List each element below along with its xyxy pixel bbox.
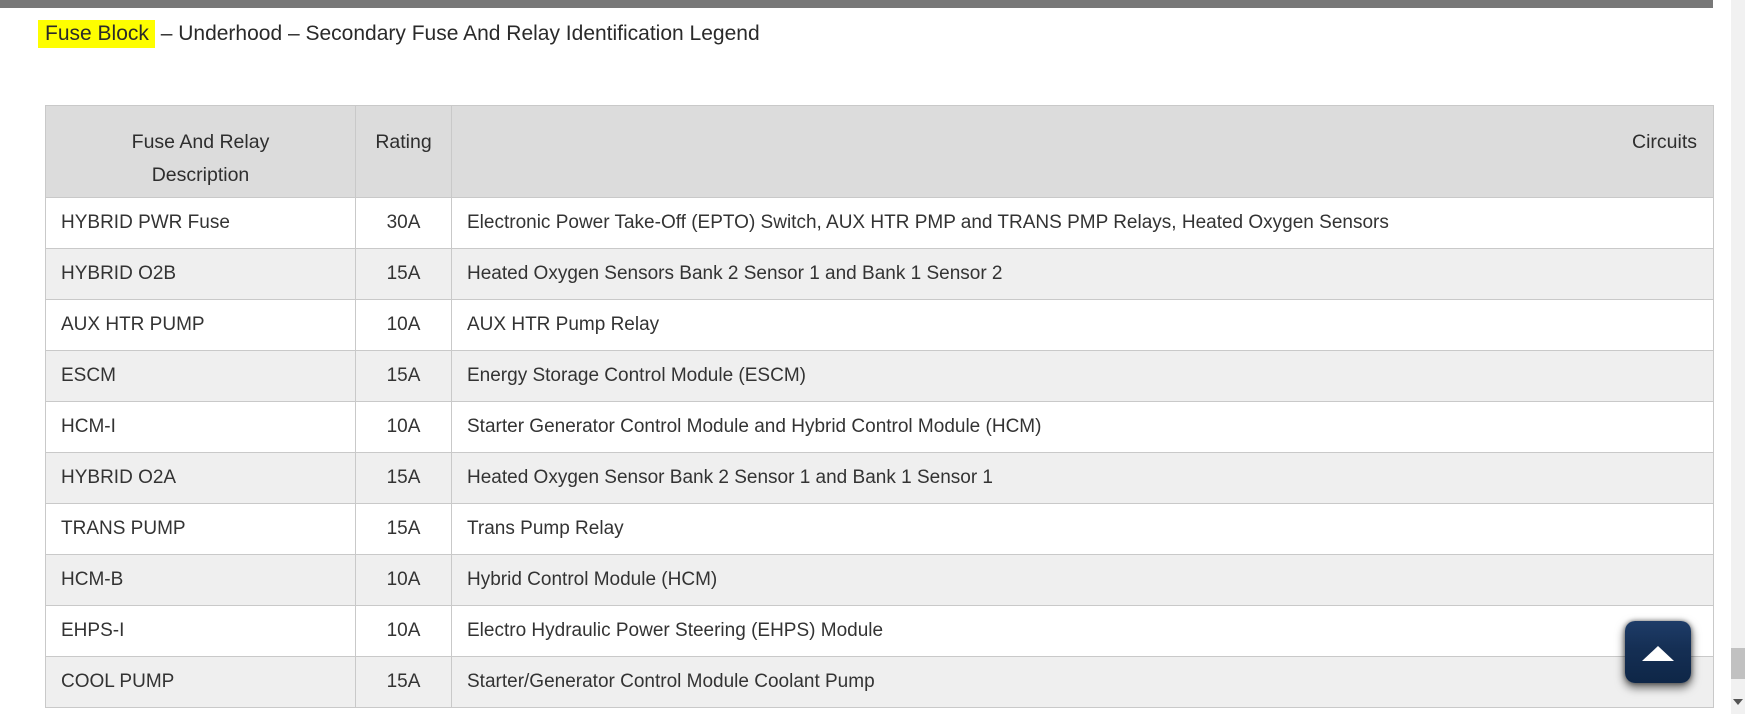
table-row: AUX HTR PUMP 10A AUX HTR Pump Relay xyxy=(45,299,1714,351)
fuse-rating-cell: 10A xyxy=(355,401,452,453)
page-title-rest: – Underhood – Secondary Fuse And Relay I… xyxy=(154,22,760,45)
fuse-rating-cell: 15A xyxy=(355,350,452,402)
fuse-description-cell: EHPS-I xyxy=(45,605,356,657)
fuse-rating-cell: 15A xyxy=(355,248,452,300)
fuse-rating-cell: 10A xyxy=(355,299,452,351)
fuse-circuits-cell: Starter Generator Control Module and Hyb… xyxy=(451,401,1714,453)
fuse-description-cell: COOL PUMP xyxy=(45,656,356,708)
fuse-rating-cell: 10A xyxy=(355,554,452,606)
page-title: Fuse Block – Underhood – Secondary Fuse … xyxy=(38,19,760,48)
fuse-description-cell: HYBRID PWR Fuse xyxy=(45,197,356,249)
fuse-circuits-cell: Energy Storage Control Module (ESCM) xyxy=(451,350,1714,402)
fuse-rating-cell: 10A xyxy=(355,605,452,657)
chevron-up-icon xyxy=(1642,645,1674,661)
fuse-circuits-cell: Hybrid Control Module (HCM) xyxy=(451,554,1714,606)
fuse-circuits-cell: Heated Oxygen Sensor Bank 2 Sensor 1 and… xyxy=(451,452,1714,504)
fuse-description-cell: HCM-I xyxy=(45,401,356,453)
column-header-description-line2: Description xyxy=(151,164,250,186)
table-row: HCM-B 10A Hybrid Control Module (HCM) xyxy=(45,554,1714,606)
top-border-bar xyxy=(0,0,1713,8)
fuse-rating-cell: 15A xyxy=(355,656,452,708)
fuse-description-cell: ESCM xyxy=(45,350,356,402)
column-header-rating: Rating xyxy=(355,105,452,198)
fuse-circuits-cell: AUX HTR Pump Relay xyxy=(451,299,1714,351)
fuse-rating-cell: 15A xyxy=(355,452,452,504)
table-row: HYBRID PWR Fuse 30A Electronic Power Tak… xyxy=(45,197,1714,249)
chevron-down-icon[interactable] xyxy=(1733,699,1743,705)
fuse-description-cell: HYBRID O2B xyxy=(45,248,356,300)
scrollbar-thumb[interactable] xyxy=(1731,648,1745,679)
table-row: HCM-I 10A Starter Generator Control Modu… xyxy=(45,401,1714,453)
page-title-highlight: Fuse Block xyxy=(38,20,155,48)
fuse-circuits-cell: Trans Pump Relay xyxy=(451,503,1714,555)
column-header-description-line1: Fuse And Relay xyxy=(131,131,270,153)
column-header-description: Fuse And Relay Description xyxy=(45,105,356,198)
fuse-description-cell: TRANS PUMP xyxy=(45,503,356,555)
table-row: ESCM 15A Energy Storage Control Module (… xyxy=(45,350,1714,402)
fuse-circuits-cell: Heated Oxygen Sensors Bank 2 Sensor 1 an… xyxy=(451,248,1714,300)
table-row: TRANS PUMP 15A Trans Pump Relay xyxy=(45,503,1714,555)
fuse-description-cell: HCM-B xyxy=(45,554,356,606)
vertical-scrollbar[interactable] xyxy=(1731,0,1745,714)
table-header: Fuse And Relay Description Rating Circui… xyxy=(45,105,1714,198)
fuse-circuits-cell: Starter/Generator Control Module Coolant… xyxy=(451,656,1714,708)
table-row: HYBRID O2A 15A Heated Oxygen Sensor Bank… xyxy=(45,452,1714,504)
table-row: HYBRID O2B 15A Heated Oxygen Sensors Ban… xyxy=(45,248,1714,300)
fuse-description-cell: AUX HTR PUMP xyxy=(45,299,356,351)
fuse-table-body: HYBRID PWR Fuse 30A Electronic Power Tak… xyxy=(45,197,1714,708)
fuse-rating-cell: 30A xyxy=(355,197,452,249)
column-header-circuits: Circuits xyxy=(451,105,1714,198)
table-row: EHPS-I 10A Electro Hydraulic Power Steer… xyxy=(45,605,1714,657)
fuse-rating-cell: 15A xyxy=(355,503,452,555)
fuse-description-cell: HYBRID O2A xyxy=(45,452,356,504)
fuse-circuits-cell: Electronic Power Take-Off (EPTO) Switch,… xyxy=(451,197,1714,249)
fuse-circuits-cell: Electro Hydraulic Power Steering (EHPS) … xyxy=(451,605,1714,657)
fuse-relay-table: Fuse And Relay Description Rating Circui… xyxy=(45,105,1714,708)
table-row: COOL PUMP 15A Starter/Generator Control … xyxy=(45,656,1714,708)
scroll-to-top-button[interactable] xyxy=(1625,621,1691,683)
